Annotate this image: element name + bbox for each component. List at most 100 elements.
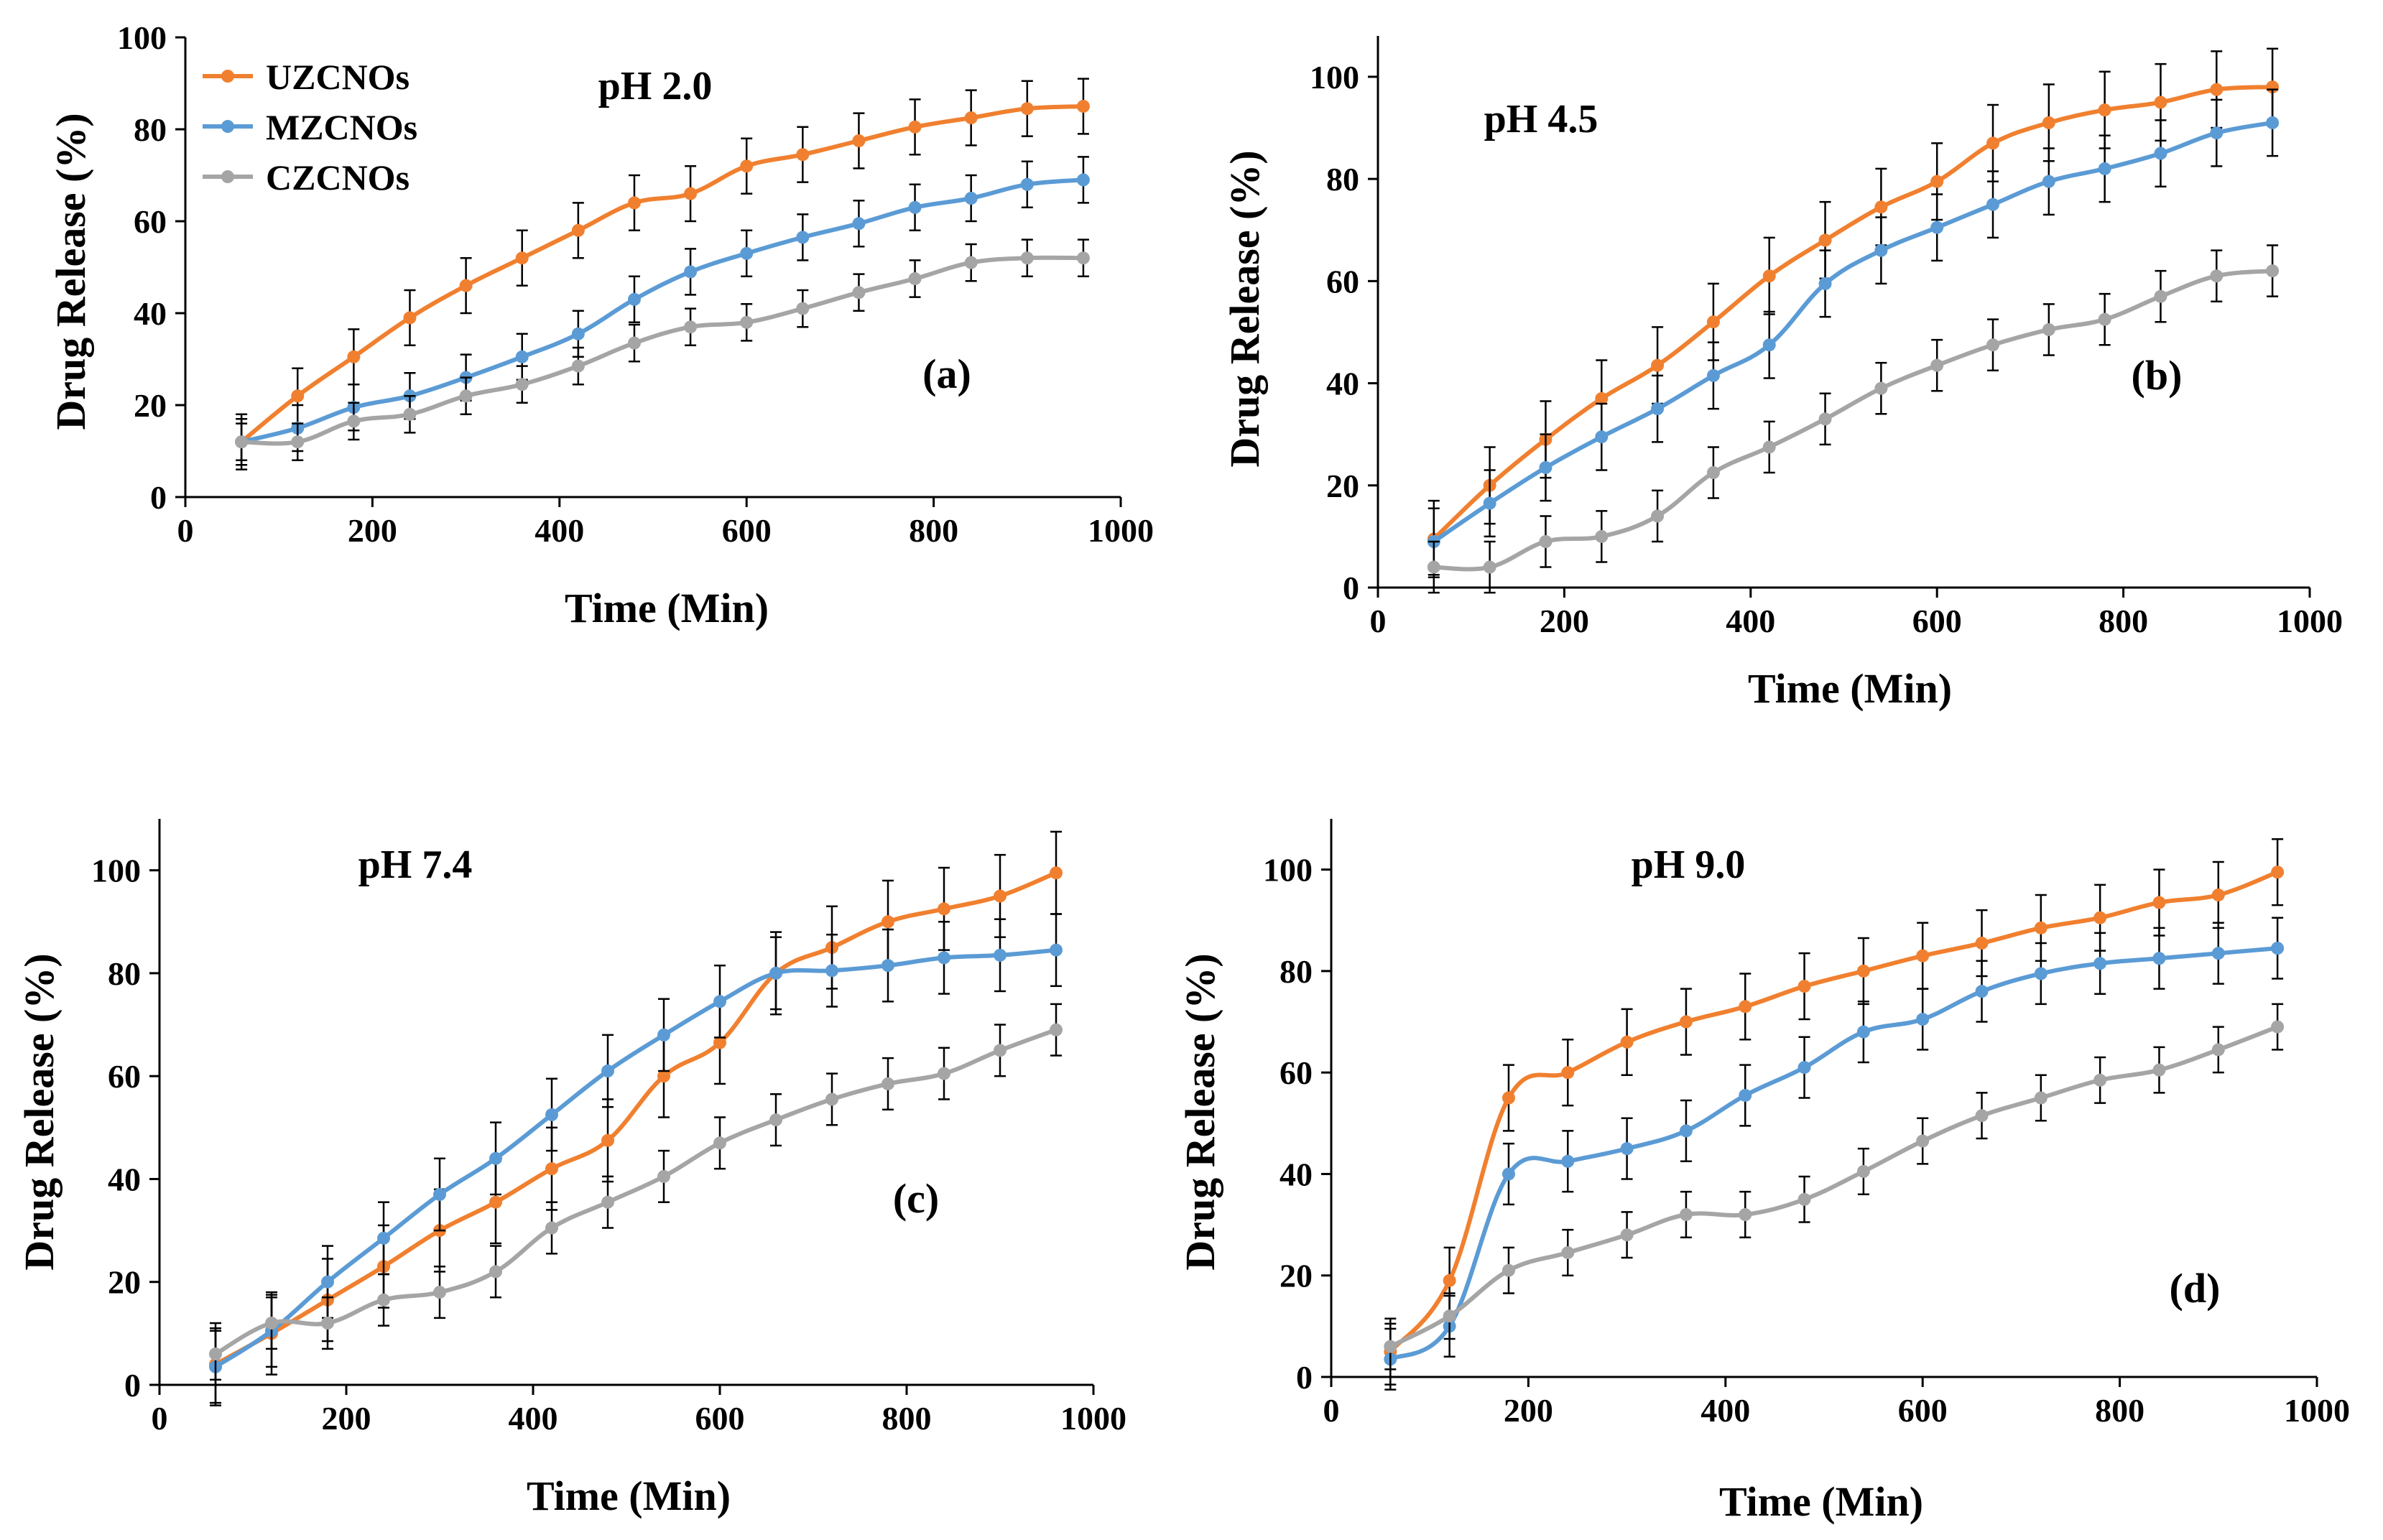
panel-d-uzcnos-point: [2271, 866, 2285, 879]
panel-b-uzcnos-point: [2042, 116, 2055, 129]
legend-label-uzcnos: UZCNOs: [266, 57, 409, 97]
panel-c-czcnos-point: [1050, 1023, 1063, 1036]
panel-c-uzcnos-point: [994, 889, 1007, 903]
panel-c-y-tick-label: 20: [108, 1264, 141, 1301]
panel-a-x-tick-label: 600: [722, 512, 772, 549]
panel-d-czcnos-point: [1739, 1207, 1752, 1221]
panel-b-mzcnos-point: [1818, 277, 1832, 290]
panel-c-uzcnos-point: [938, 902, 950, 916]
panel-a-uzcnos-point: [403, 311, 417, 325]
panel-d-uzcnos-point: [2152, 896, 2166, 909]
panel-b-mzcnos-point: [1595, 430, 1609, 444]
panel-b-czcnos-point: [1595, 529, 1609, 543]
panel-d-czcnos-point: [1501, 1263, 1515, 1277]
panel-d-x-tick-label: 800: [2095, 1392, 2144, 1429]
panel-b-x-tick-label: 0: [1370, 603, 1387, 639]
panel-a-uzcnos-point: [964, 111, 978, 124]
panel-a-x-tick-label: 1000: [1088, 512, 1154, 549]
panel-a-mzcnos-point: [515, 350, 529, 363]
panel-c-czcnos-point: [321, 1317, 334, 1330]
legend-marker-uzcnos: [221, 70, 234, 83]
panel-c-czcnos-point: [769, 1113, 782, 1127]
panel-b-mzcnos-point: [1874, 243, 1888, 257]
panel-a-uzcnos-point: [1020, 102, 1034, 116]
panel-a-x-tick-label: 800: [909, 512, 958, 549]
panel-a-x-tick-label: 400: [535, 512, 584, 549]
panel-c-mzcnos-point: [601, 1064, 614, 1078]
panel-b-czcnos-point: [1930, 358, 1944, 372]
panel-d-czcnos-point: [2093, 1073, 2107, 1087]
panel-d: 0 200 400 600 800 1000 0 20 40 60 80 100 Drug Relea…: [1177, 819, 2350, 1525]
panel-d-x-axis-label: Time (Min): [1719, 1478, 1923, 1525]
panel-b-y-tick-label: 100: [1310, 59, 1359, 96]
panel-a-x-tick-label: 200: [348, 512, 397, 549]
panel-b-x-tick-label: 200: [1540, 603, 1589, 639]
panel-d-mzcnos-line: [1388, 946, 2280, 1362]
panel-a-czcnos-point: [347, 414, 361, 428]
panel-a-czcnos-point: [571, 359, 585, 373]
panel-d-y-tick-label: 100: [1263, 852, 1313, 889]
panel-a-uzcnos-point: [347, 350, 361, 363]
panel-b-czcnos-line: [1431, 269, 2275, 572]
panel-b-czcnos-point: [1762, 440, 1776, 454]
panel-a-tag: (a): [922, 351, 971, 397]
panel-b-czcnos-point: [1706, 466, 1720, 479]
panel-c-y-tick-label: 80: [108, 955, 141, 992]
panel-c-uzcnos-point: [545, 1162, 558, 1176]
panel-c-mzcnos-line: [213, 947, 1058, 1369]
panel-c-mzcnos-point: [882, 959, 894, 973]
panel-d-czcnos-point: [1620, 1228, 1634, 1242]
panel-b-uzcnos-point: [2098, 103, 2111, 117]
panel-b-y-tick-label: 60: [1326, 263, 1359, 300]
panel-d-czcnos-point: [2271, 1020, 2285, 1034]
panel-c-y-tick-label: 0: [124, 1367, 141, 1404]
panel-d-czcnos-line: [1388, 1024, 2280, 1349]
panel-a-y-tick-label: 60: [134, 203, 167, 240]
legend-label-mzcnos: MZCNOs: [266, 107, 417, 147]
panel-d-czcnos-point: [1916, 1134, 1930, 1148]
panel-c-x-axis-label: Time (Min): [527, 1472, 731, 1519]
panel-c-x-tick-label: 800: [882, 1400, 932, 1437]
panel-c-uzcnos-point: [489, 1195, 502, 1209]
panel-b-uzcnos-point: [1651, 358, 1665, 372]
panel-b-x-tick-label: 800: [2099, 603, 2148, 639]
panel-b-czcnos-point: [2042, 323, 2055, 336]
panel-d-mzcnos-point: [1856, 1025, 1870, 1039]
panel-b-uzcnos-point: [1762, 269, 1776, 283]
panel-d-y-tick-label: 60: [1280, 1054, 1313, 1091]
panel-c-czcnos-point: [209, 1348, 222, 1361]
panel-b-uzcnos-point: [1930, 175, 1944, 188]
panel-a-mzcnos-point: [740, 246, 754, 260]
panel-d-y-tick-label: 0: [1296, 1359, 1313, 1396]
panel-d-mzcnos-point: [2152, 952, 2166, 965]
panel-d-y-tick-label: 80: [1280, 953, 1313, 990]
panel-c-mzcnos-point: [489, 1151, 502, 1165]
panel-a-czcnos-point: [740, 315, 754, 329]
panel-c-x-tick-label: 200: [322, 1400, 371, 1437]
legend-marker-czcnos: [221, 170, 234, 183]
panel-c-uzcnos-point: [713, 1036, 726, 1049]
panel-c-y-tick-label: 60: [108, 1058, 141, 1095]
panel-d-czcnos-point: [1797, 1192, 1811, 1206]
panel-a-czcnos-point: [291, 435, 305, 449]
panel-d-x-tick-label: 200: [1504, 1392, 1553, 1429]
panel-d-uzcnos-point: [1620, 1035, 1634, 1049]
panel-b-mzcnos-line: [1431, 120, 2275, 544]
panel-a-czcnos-point: [403, 407, 417, 421]
panel-d-mzcnos-point: [2211, 947, 2225, 960]
panel-b-y-axis-label: Drug Release (%): [1221, 150, 1268, 467]
panel-b-czcnos-point: [1651, 509, 1665, 523]
panel-b-uzcnos-point: [1706, 315, 1720, 329]
panel-b-czcnos-point: [2154, 289, 2167, 303]
panel-a-y-tick-label: 100: [117, 19, 167, 56]
panel-b-uzcnos-point: [2210, 83, 2224, 96]
panel-a-y-tick-label: 0: [150, 479, 167, 516]
panel-a-uzcnos-line: [239, 104, 1086, 445]
panel-a-czcnos-line: [239, 255, 1086, 446]
panel-c-czcnos-point: [657, 1169, 670, 1183]
panel-c: 0 200 400 600 800 1000 0 20 40 60 80 100 Drug Relea…: [16, 819, 1126, 1519]
panel-c-mzcnos-point: [825, 964, 838, 978]
panel-d-czcnos-point: [1443, 1309, 1456, 1323]
panel-c-czcnos-point: [994, 1044, 1007, 1057]
